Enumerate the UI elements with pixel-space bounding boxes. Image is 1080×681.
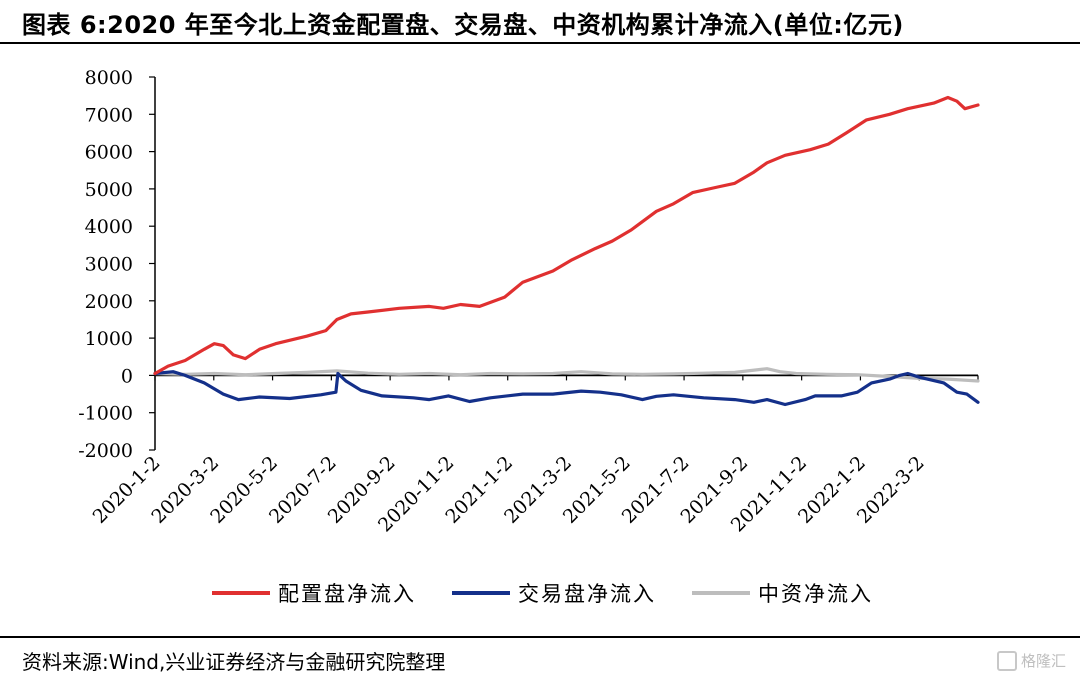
- y-tick-label: 3000: [85, 254, 133, 276]
- y-tick-label: 5000: [85, 179, 133, 201]
- series-line-1: [153, 95, 980, 376]
- chart-title: 图表 6:2020 年至今北上资金配置盘、交易盘、中资机构累计净流入(单位:亿元…: [22, 11, 904, 39]
- source-note: 资料来源:Wind,兴业证券经济与金融研究院整理: [22, 650, 446, 674]
- legend-item: 中资净流入: [692, 578, 873, 608]
- y-tick-label: 7000: [85, 104, 133, 126]
- watermark-text: 格隆汇: [1020, 652, 1066, 670]
- legend-label: 中资净流入: [758, 582, 873, 606]
- legend-label: 配置盘净流入: [278, 582, 416, 606]
- y-tick-label: 6000: [85, 142, 133, 164]
- legend-swatch: [212, 591, 270, 595]
- y-tick-label: -2000: [78, 440, 133, 462]
- legend-swatch: [452, 591, 510, 595]
- legend-item: 配置盘净流入: [212, 578, 416, 608]
- y-tick-label: -1000: [78, 403, 133, 425]
- watermark-logo-icon: [996, 650, 1017, 671]
- series-line-3: [153, 367, 980, 383]
- footer-divider: [0, 636, 1080, 638]
- title-divider: [0, 42, 1080, 44]
- y-tick-label: 8000: [85, 67, 133, 89]
- legend-swatch: [692, 591, 750, 595]
- y-tick-label: 0: [121, 365, 133, 387]
- y-tick-label: 2000: [85, 291, 133, 313]
- legend-label: 交易盘净流入: [518, 582, 656, 606]
- legend-item: 交易盘净流入: [452, 578, 656, 608]
- watermark: 格隆汇: [996, 650, 1066, 671]
- y-tick-label: 1000: [85, 328, 133, 350]
- series-line-2: [153, 370, 980, 407]
- chart-legend: 配置盘净流入 交易盘净流入 中资净流入: [0, 578, 1080, 608]
- title-bar: 图表 6:2020 年至今北上资金配置盘、交易盘、中资机构累计净流入(单位:亿元…: [0, 0, 1080, 40]
- line-chart: -2000 -1000 0 1000 2000 3000 4000 5000 6000 7000 8…: [78, 67, 980, 536]
- y-tick-label: 4000: [85, 216, 133, 238]
